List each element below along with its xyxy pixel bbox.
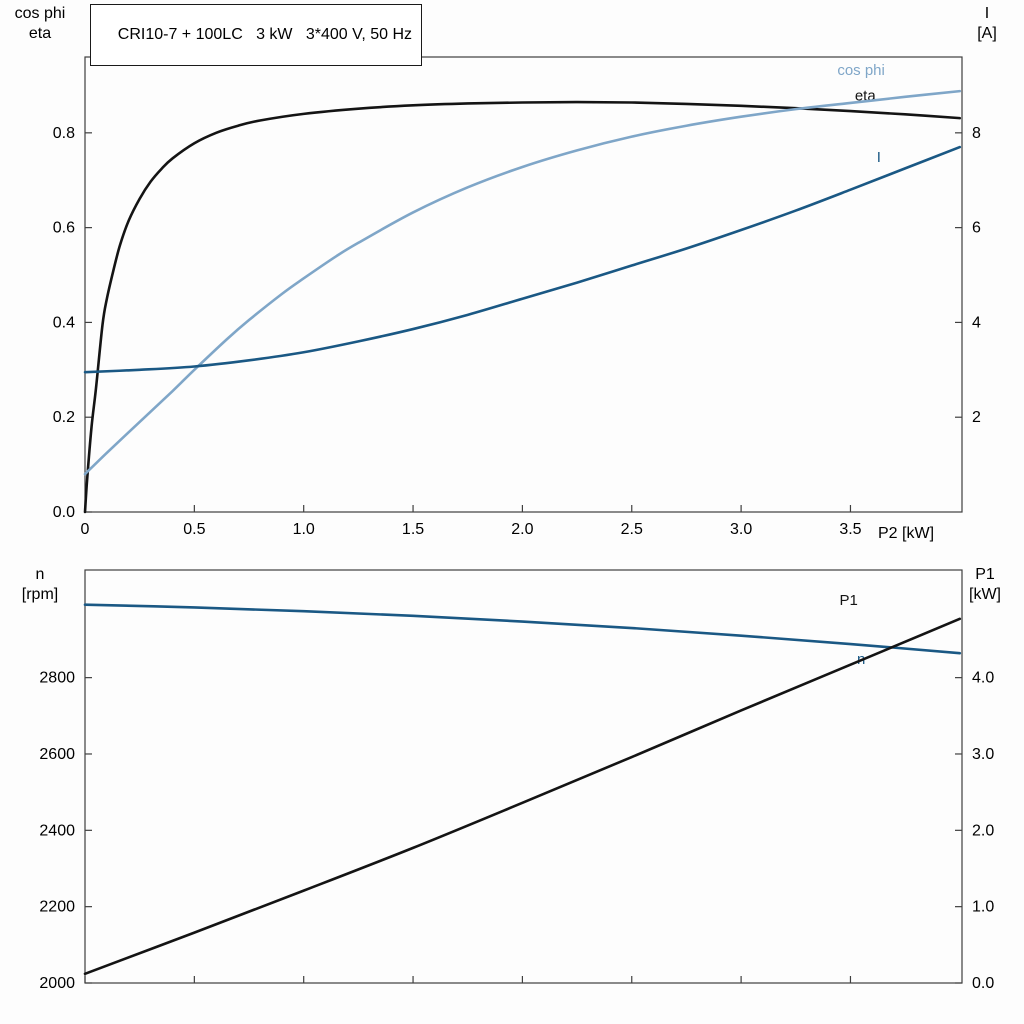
y-left-tick-label: 0.0 bbox=[53, 504, 75, 521]
plot-frame bbox=[84, 569, 963, 984]
y-left-tick-label: 2200 bbox=[39, 899, 75, 916]
y-left-tick-label: 2000 bbox=[39, 975, 75, 992]
y-left-tick-label: 0.8 bbox=[53, 125, 75, 142]
p1-curve-label: P1 bbox=[840, 592, 858, 609]
bottom-chart-left-axis-title: n [rpm] bbox=[2, 565, 78, 605]
cos-phi-curve bbox=[83, 89, 962, 476]
speed-axis-label: n bbox=[35, 566, 45, 583]
eta-curve bbox=[83, 100, 962, 514]
top-chart-left-axis-title: cos phi eta bbox=[2, 4, 78, 44]
chart-plot-0: 0 0.5 1.0 1.5 2.0 2.5 3.0 3.5 0.0 0.2 0.4 0.6 0.8 2 4 6… bbox=[53, 56, 981, 538]
current-curve bbox=[83, 145, 962, 374]
p1-curve bbox=[83, 617, 962, 976]
current-curve-label: I bbox=[877, 149, 881, 166]
p1-axis-label: P1 bbox=[975, 566, 995, 583]
x-tick-label: 1.5 bbox=[402, 521, 424, 538]
y-left-tick-label: 2800 bbox=[39, 670, 75, 687]
y-right-tick-label: 4 bbox=[972, 314, 981, 331]
top-chart-right-axis-title: I [A] bbox=[956, 4, 1018, 44]
y-left-tick-label: 0.2 bbox=[53, 409, 75, 426]
y-right-tick-label: 2.0 bbox=[972, 822, 994, 839]
cos-phi-curve-label: cos phi bbox=[837, 62, 885, 79]
y-left-tick-label: 0.4 bbox=[53, 314, 75, 331]
y-right-tick-label: 8 bbox=[972, 125, 981, 142]
current-axis-unit: [A] bbox=[977, 25, 997, 42]
speed-axis-unit: [rpm] bbox=[21, 586, 59, 603]
x-axis-label-p2: P2 [kW] bbox=[878, 525, 935, 542]
y-right-tick-label: 1.0 bbox=[972, 899, 994, 916]
bottom-chart-right-axis-title: P1 [kW] bbox=[952, 565, 1018, 605]
x-tick-label: 0 bbox=[81, 521, 90, 538]
y-right-tick-label: 3.0 bbox=[972, 746, 994, 763]
x-tick-label: 0.5 bbox=[183, 521, 205, 538]
cos-phi-axis-label: cos phi bbox=[14, 5, 66, 22]
chart-title-box: CRI10-7 + 100LC 3 kW 3*400 V, 50 Hz bbox=[90, 4, 423, 66]
chart-title: CRI10-7 + 100LC 3 kW 3*400 V, 50 Hz bbox=[117, 26, 413, 43]
speed-curve bbox=[83, 603, 962, 655]
y-right-tick-label: 0.0 bbox=[972, 975, 994, 992]
x-tick-label: 2.5 bbox=[621, 521, 643, 538]
current-axis-label: I bbox=[984, 5, 990, 22]
y-left-tick-label: 0.6 bbox=[53, 220, 75, 237]
x-tick-label: 3.0 bbox=[730, 521, 752, 538]
y-left-tick-label: 2600 bbox=[39, 746, 75, 763]
y-right-tick-label: 4.0 bbox=[972, 670, 994, 687]
p1-axis-unit: [kW] bbox=[969, 586, 1001, 603]
x-tick-label: 1.0 bbox=[293, 521, 315, 538]
x-tick-label: 3.5 bbox=[839, 521, 861, 538]
y-right-tick-label: 6 bbox=[972, 220, 981, 237]
plot-frame bbox=[84, 56, 963, 513]
y-left-tick-label: 2400 bbox=[39, 822, 75, 839]
eta-axis-label: eta bbox=[28, 25, 52, 42]
y-right-tick-label: 2 bbox=[972, 409, 981, 426]
x-tick-label: 2.0 bbox=[511, 521, 533, 538]
